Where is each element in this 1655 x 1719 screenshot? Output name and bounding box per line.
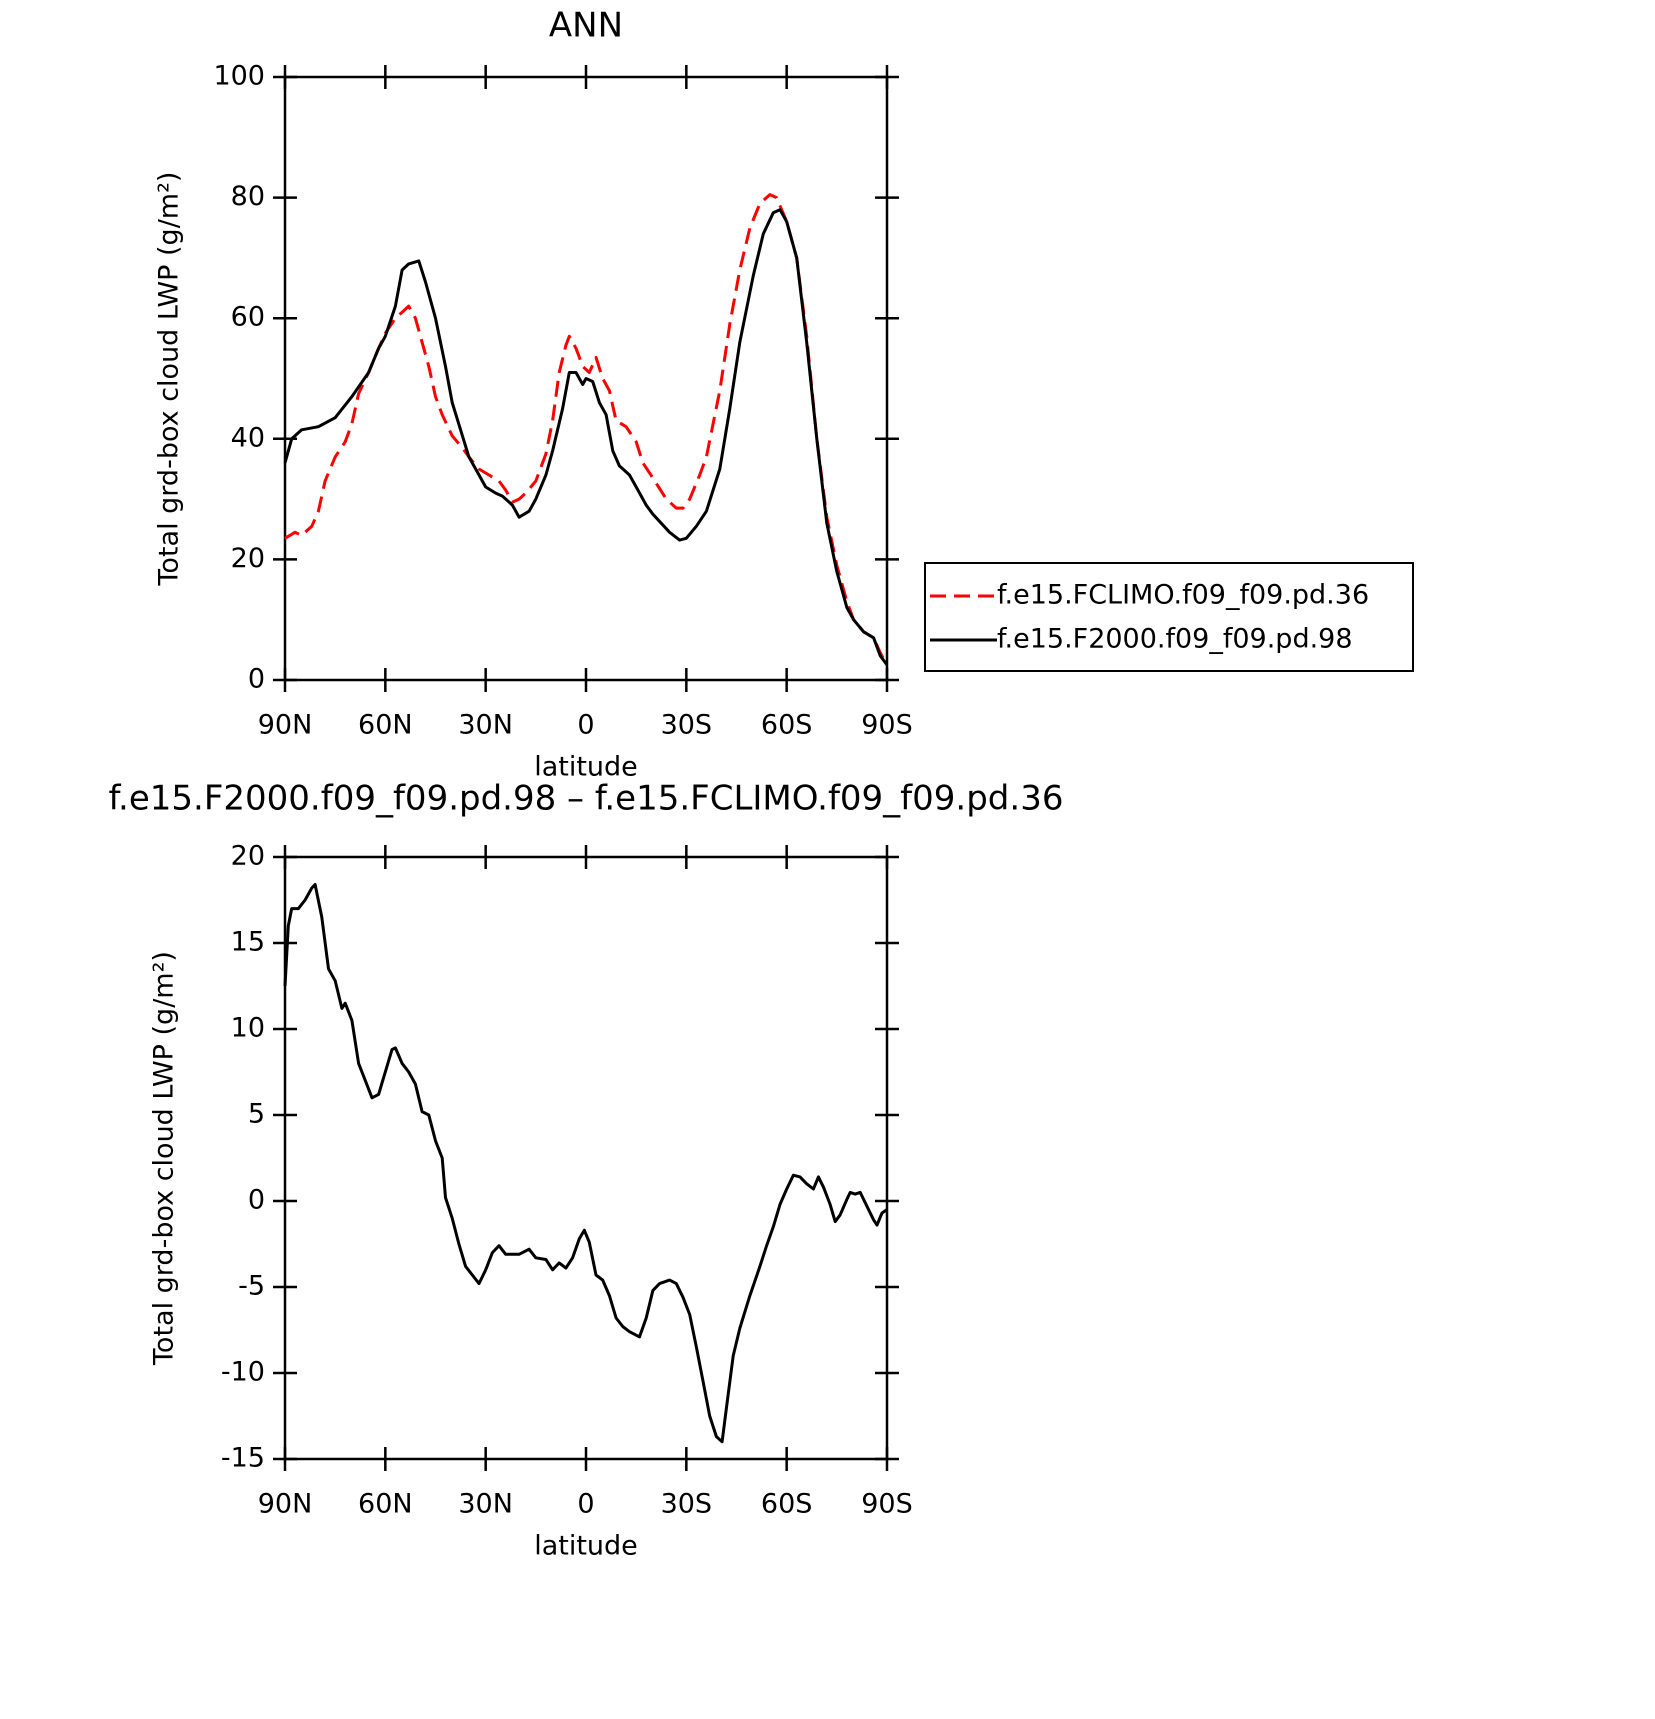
y-tick-label: 15	[231, 927, 265, 958]
y-tick-label: 0	[248, 664, 265, 695]
x-tick-label: 90S	[861, 710, 913, 741]
legend-box	[924, 562, 1414, 672]
y-tick-label: 10	[231, 1013, 265, 1044]
y-tick-label: -15	[221, 1443, 265, 1474]
y-axis-label: Total grd-box cloud LWP (g/m²)	[154, 172, 185, 587]
x-tick-label: 60N	[358, 710, 413, 741]
x-tick-label: 30S	[661, 1489, 713, 1520]
x-tick-label: 60N	[358, 1489, 413, 1520]
data-line	[283, 208, 889, 666]
legend-label: f.e15.FCLIMO.f09_f09.pd.36	[997, 580, 1369, 611]
x-tick-label: 60S	[761, 1489, 813, 1520]
y-tick-label: 80	[231, 181, 265, 212]
plot-frame	[283, 855, 889, 1461]
y-tick-label: 40	[231, 422, 265, 453]
x-tick-label: 0	[577, 710, 594, 741]
x-tick-label: 90N	[258, 1489, 313, 1520]
x-tick-label: 0	[577, 1489, 594, 1520]
y-tick-label: 20	[231, 543, 265, 574]
y-axis-label: Total grd-box cloud LWP (g/m²)	[149, 951, 180, 1366]
y-tick-label: -5	[238, 1271, 265, 1302]
y-tick-label: 60	[231, 302, 265, 333]
x-tick-label: 30S	[661, 710, 713, 741]
chart-title: f.e15.F2000.f09_f09.pd.98 – f.e15.FCLIMO…	[109, 779, 1064, 819]
data-line	[283, 883, 888, 1444]
x-tick-label: 30N	[458, 710, 513, 741]
y-tick-label: 100	[213, 61, 265, 92]
x-tick-label: 90N	[258, 710, 313, 741]
y-tick-label: 5	[248, 1099, 265, 1130]
x-axis-label: latitude	[534, 1531, 638, 1562]
y-tick-label: 20	[231, 841, 265, 872]
x-axis-label: latitude	[534, 752, 638, 783]
y-tick-label: -10	[221, 1357, 265, 1388]
chart-title: ANN	[549, 6, 623, 46]
x-tick-label: 60S	[761, 710, 813, 741]
legend-label: f.e15.F2000.f09_f09.pd.98	[997, 624, 1353, 655]
y-tick-label: 0	[248, 1185, 265, 1216]
x-tick-label: 90S	[861, 1489, 913, 1520]
x-tick-label: 30N	[458, 1489, 513, 1520]
